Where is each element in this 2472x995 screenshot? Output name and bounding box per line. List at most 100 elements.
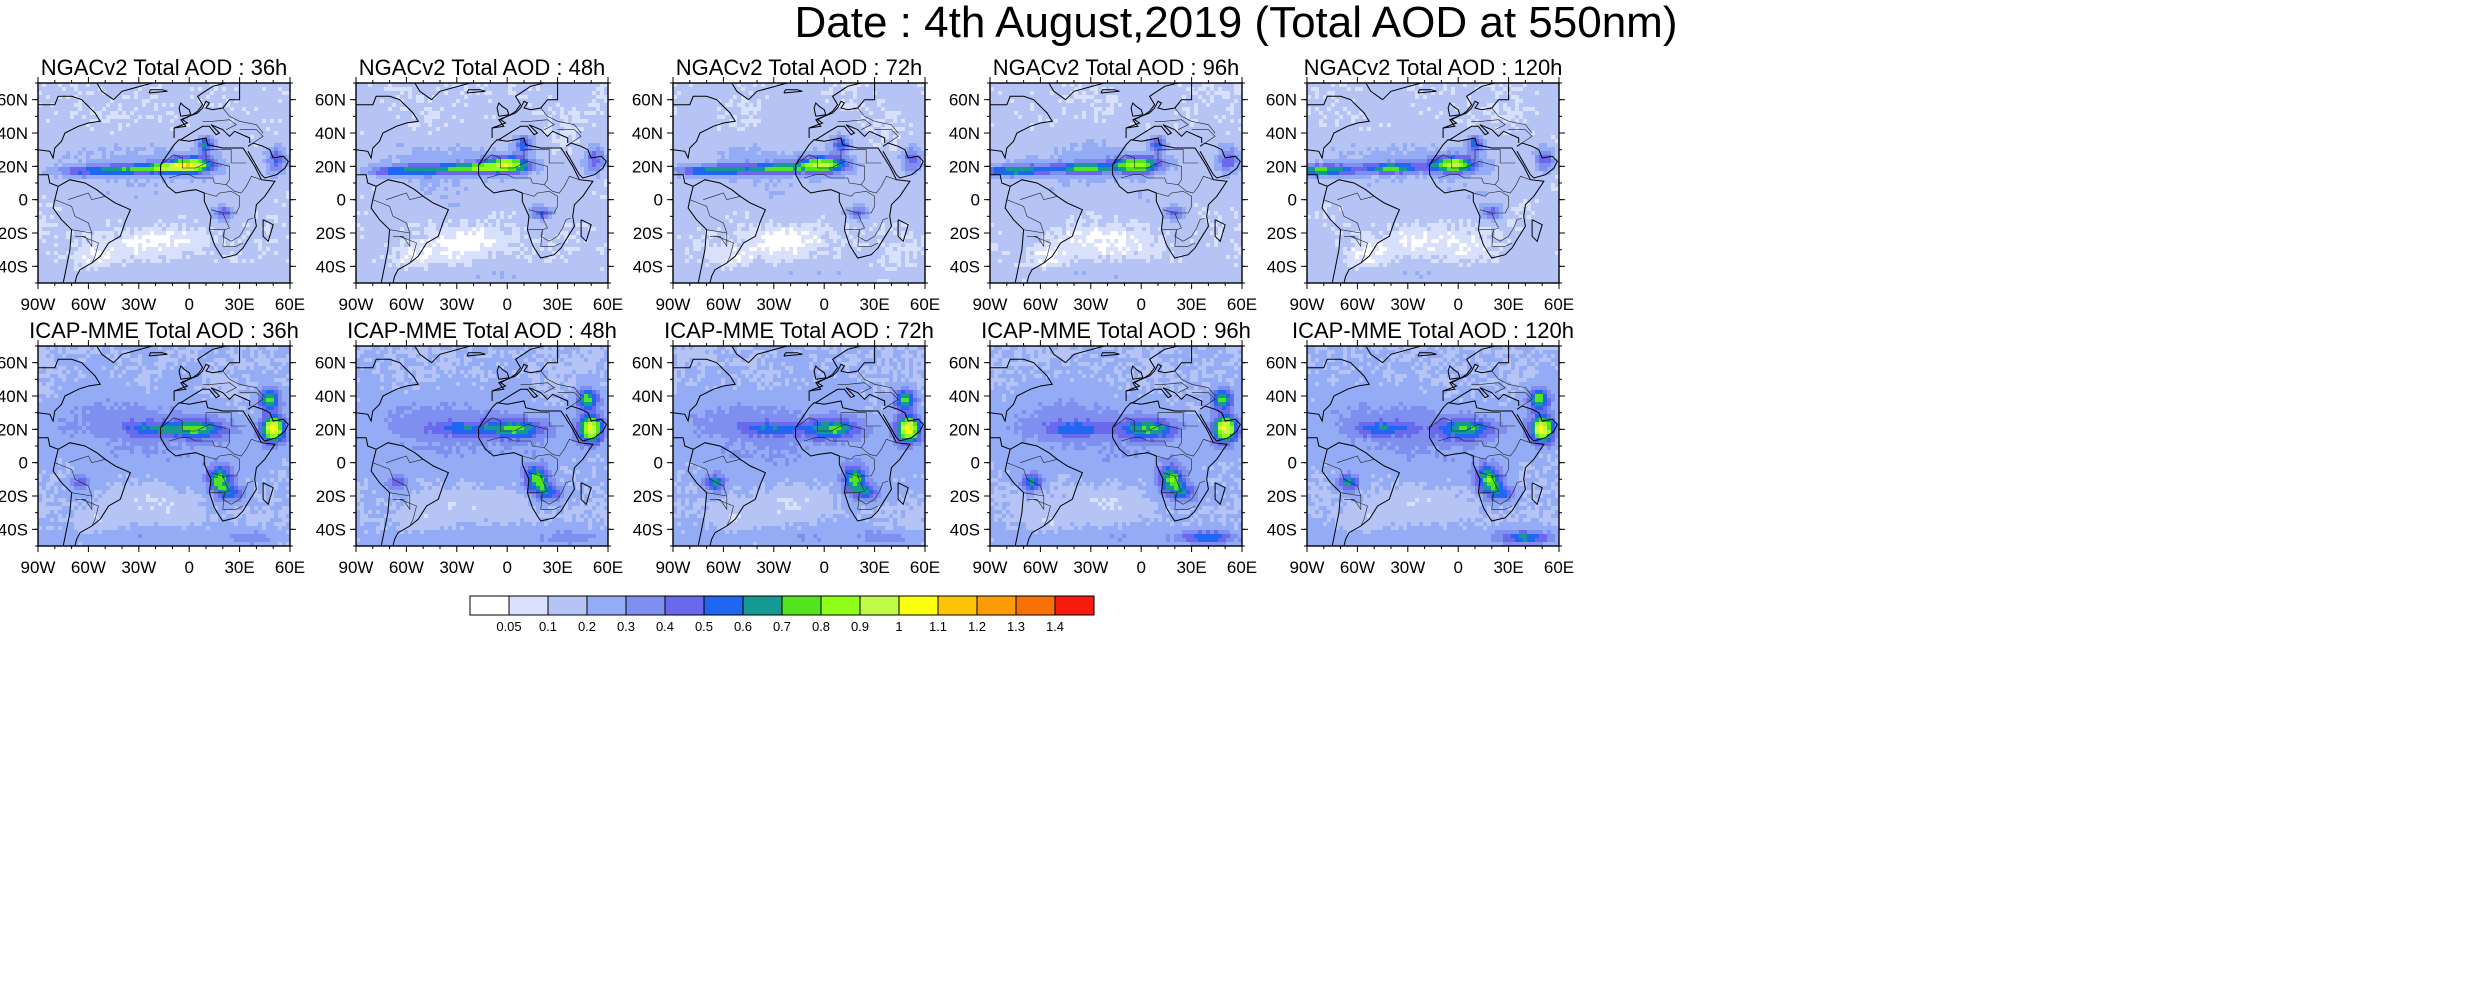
- country-border: [1478, 492, 1513, 510]
- coastline-africa: [160, 137, 276, 259]
- y-tick-label: 40N: [0, 387, 28, 406]
- country-border: [1174, 370, 1216, 397]
- y-tick-label: 0: [1288, 454, 1297, 473]
- country-borders: [54, 370, 264, 527]
- coastline-central-america: [673, 174, 694, 187]
- colorbar-swatch: [1054, 595, 1095, 616]
- coastline-greenland: [1048, 83, 1105, 101]
- coastline-north-america: [1307, 95, 1371, 160]
- country-border: [204, 453, 240, 477]
- coastline-iceland: [466, 352, 486, 357]
- colorbar-label: 1.1: [929, 619, 947, 634]
- country-border: [1508, 129, 1533, 144]
- x-tick-label: 30E: [859, 558, 889, 577]
- y-tick-label: 20N: [632, 157, 663, 176]
- x-tick-label: 0: [184, 558, 193, 577]
- aod-field: [990, 346, 1242, 546]
- y-tick-label: 40N: [632, 387, 663, 406]
- y-tick-label: 40S: [1267, 257, 1297, 276]
- colorbar: 0.05 0.1 0.2 0.3 0.4 0.5 0.6 0.7 0.8 0.9 1 1.1 1.2 1.…: [469, 595, 1095, 634]
- coastline-mediterranean-north: [180, 124, 251, 143]
- coastline-madagascar: [897, 482, 909, 506]
- x-tick-label: 60W: [706, 558, 741, 577]
- coastlines: [990, 346, 1241, 546]
- country-border: [1491, 212, 1523, 242]
- country-border: [478, 417, 548, 449]
- country-border: [1157, 149, 1199, 164]
- country-border: [1033, 236, 1051, 264]
- coastline-madagascar: [1531, 219, 1543, 243]
- x-tick-label: 30W: [121, 295, 156, 314]
- country-border: [81, 236, 99, 264]
- coastline-north-america: [990, 358, 1054, 423]
- coastline-madagascar: [1531, 482, 1543, 506]
- coastline-greenland: [414, 346, 471, 364]
- country-border: [857, 107, 899, 134]
- x-tick-label: 60E: [275, 295, 305, 314]
- x-tick-label: 90W: [21, 558, 56, 577]
- country-border: [523, 412, 565, 427]
- country-border: [68, 192, 106, 201]
- x-tick-label: 60W: [389, 558, 424, 577]
- country-border: [202, 382, 237, 393]
- country-border: [540, 475, 572, 505]
- coastlines: [38, 346, 289, 546]
- y-tick-label: 20S: [1267, 224, 1297, 243]
- coastline-iceland: [783, 89, 803, 94]
- country-border: [54, 199, 93, 234]
- country-border: [857, 370, 899, 397]
- country-border: [1495, 175, 1531, 194]
- y-tick-label: 20N: [315, 157, 346, 176]
- coastline-north-america: [1307, 358, 1371, 423]
- y-tick-label: 60N: [949, 91, 980, 110]
- country-border: [795, 417, 865, 449]
- y-tick-label: 60N: [949, 354, 980, 373]
- coastline-europe: [1442, 346, 1510, 401]
- y-tick-label: 20N: [949, 420, 980, 439]
- x-tick-label: 60E: [1227, 295, 1257, 314]
- coastlines: [356, 346, 607, 546]
- colorbar-swatch: [742, 595, 783, 616]
- aod-field: [356, 346, 608, 546]
- coastline-greenland: [731, 83, 788, 101]
- y-tick-label: 0: [19, 191, 28, 210]
- y-tick-label: 40S: [633, 520, 663, 539]
- panel-title: ICAP-MME Total AOD : 36h: [29, 318, 299, 343]
- x-tick-label: 90W: [1290, 558, 1325, 577]
- y-tick-label: 40S: [0, 257, 28, 276]
- country-border: [1471, 382, 1506, 393]
- country-border: [689, 462, 728, 497]
- country-border: [1174, 107, 1216, 134]
- country-border: [703, 455, 741, 464]
- x-tick-label: 60E: [275, 558, 305, 577]
- y-tick-label: 40N: [632, 124, 663, 143]
- country-border: [1006, 462, 1045, 497]
- colorbar-swatch: [1015, 595, 1056, 616]
- map-panel: ICAP-MME Total AOD : 120h 90W 60W 30W 0 30E 60…: [1266, 318, 1574, 577]
- x-tick-label: 30W: [121, 558, 156, 577]
- coastline-mediterranean-north: [1132, 124, 1203, 143]
- x-tick-label: 0: [1453, 295, 1462, 314]
- coastline-uk: [178, 102, 192, 117]
- map-panel: ICAP-MME Total AOD : 48h 90W 60W 30W 0 30E 60E…: [315, 318, 623, 577]
- country-border: [844, 492, 879, 510]
- x-tick-label: 90W: [973, 295, 1008, 314]
- colorbar-swatch: [469, 595, 510, 616]
- y-tick-label: 40S: [950, 257, 980, 276]
- country-border: [703, 192, 741, 201]
- colorbar-swatch: [625, 595, 666, 616]
- coastline-uk: [496, 365, 510, 380]
- x-tick-label: 60E: [910, 295, 940, 314]
- country-borders: [372, 370, 582, 527]
- country-border: [54, 462, 93, 497]
- colorbar-label: 1.3: [1007, 619, 1025, 634]
- x-tick-label: 30W: [1390, 295, 1425, 314]
- country-border: [160, 417, 230, 449]
- country-border: [795, 154, 865, 186]
- country-border: [222, 475, 254, 505]
- country-border: [389, 492, 411, 511]
- map-panel: NGACv2 Total AOD : 36h 90W 60W 30W 0 30E 60E 60…: [0, 55, 305, 314]
- map-panel: ICAP-MME Total AOD : 96h 90W 60W 30W 0 30E 60E…: [949, 318, 1257, 577]
